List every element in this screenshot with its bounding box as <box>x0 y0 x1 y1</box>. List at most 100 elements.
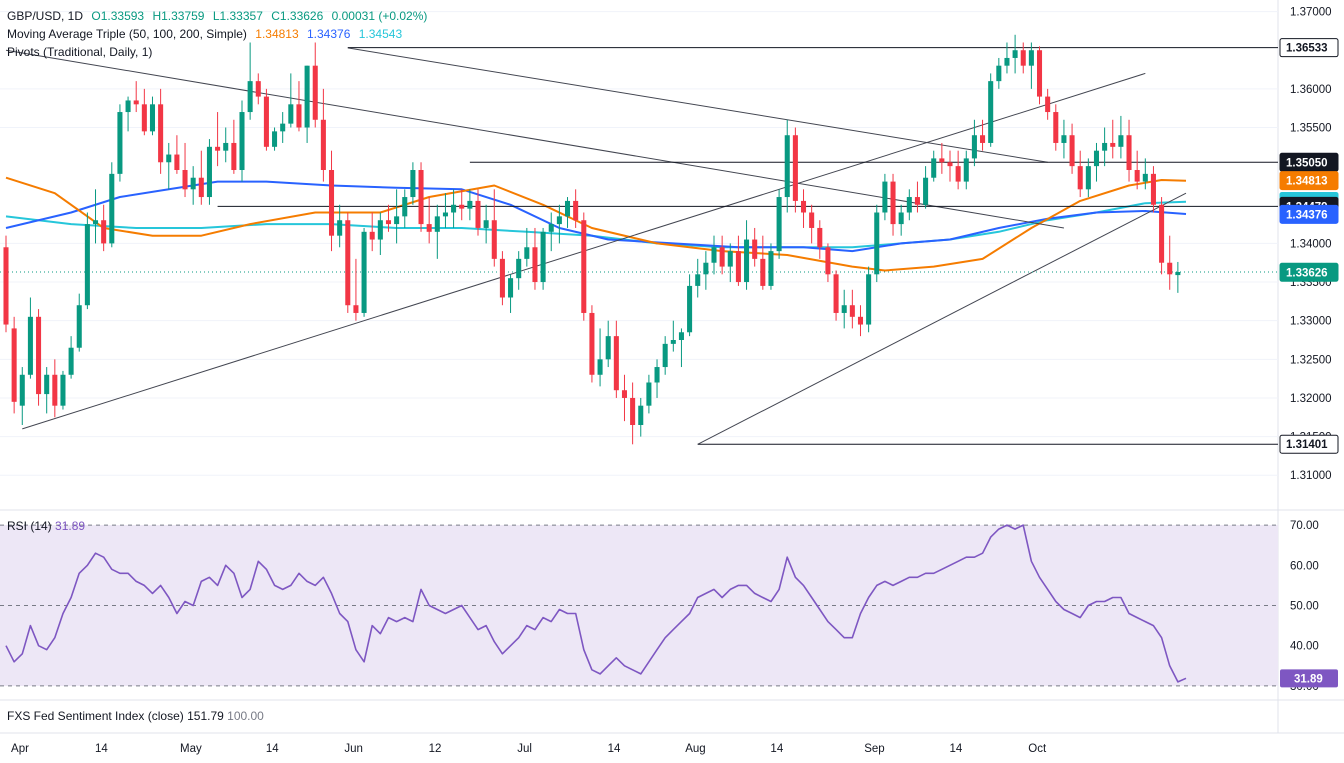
candle-body <box>621 390 628 398</box>
rsi-tick-label: 40.00 <box>1290 641 1319 653</box>
price-tag-label: 1.36533 <box>1286 43 1328 55</box>
price-tick-label: 1.35500 <box>1290 123 1332 135</box>
candle-body <box>638 405 644 425</box>
time-tick-label: Oct <box>1028 743 1047 755</box>
candles <box>3 34 1181 445</box>
candle-body <box>874 212 880 275</box>
candle-body <box>44 374 50 395</box>
candle-body <box>451 204 457 213</box>
candle-body <box>670 340 676 344</box>
candle-body <box>1159 204 1165 263</box>
price-tags: 1.365331.350501.348131.345431.344791.343… <box>1279 38 1339 688</box>
candle-body <box>800 200 807 213</box>
candle-body <box>1069 135 1075 167</box>
candle-body <box>345 220 351 306</box>
candle-body <box>931 158 937 178</box>
candle-body <box>410 170 416 198</box>
candle-body <box>833 274 839 313</box>
time-tick-label: Aug <box>685 743 705 755</box>
candle-body <box>556 216 562 225</box>
candle-body <box>442 212 448 217</box>
candle-body <box>744 239 750 283</box>
symbol-label[interactable]: GBP/USD, 1D <box>7 9 84 23</box>
header-legend: GBP/USD, 1D O1.33593 H1.33759 L1.33357 C… <box>7 8 432 25</box>
candle-body <box>581 220 587 313</box>
candle-body <box>703 262 709 275</box>
price-tick-label: 1.32000 <box>1290 393 1332 405</box>
price-tag <box>1279 262 1339 282</box>
candle-body <box>524 247 530 259</box>
pivot-lines <box>0 47 1278 445</box>
moving-average-lines <box>5 176 1187 272</box>
candle-body <box>11 328 17 402</box>
candle-body <box>312 65 318 120</box>
ma-legend[interactable]: Moving Average Triple (50, 100, 200, Sim… <box>7 26 407 43</box>
ma100-value: 1.34376 <box>307 27 351 41</box>
candle-body <box>483 220 489 228</box>
price-tag <box>1279 434 1339 454</box>
candle-body <box>1028 50 1034 66</box>
candle-body <box>1085 166 1091 190</box>
candle-body <box>206 146 212 198</box>
candle-body <box>166 154 172 163</box>
candle-body <box>92 220 99 225</box>
candle-body <box>133 100 139 105</box>
candle-body <box>687 285 693 333</box>
time-tick-label: Jul <box>517 743 532 755</box>
candle-body <box>1036 50 1043 97</box>
rsi-band <box>0 524 1278 687</box>
candle-body <box>1045 96 1051 113</box>
price-axis[interactable]: 1.370001.360001.355001.340001.335001.330… <box>1290 7 1332 693</box>
candle-body <box>719 247 725 267</box>
candle-body <box>117 112 123 174</box>
pivots-legend[interactable]: Pivots (Traditional, Daily, 1) <box>7 44 157 61</box>
candle-body <box>1061 135 1067 143</box>
rsi-legend[interactable]: RSI (14) 31.89 <box>7 519 85 533</box>
candle-body <box>508 278 514 298</box>
candle-body <box>402 197 408 217</box>
candle-body <box>866 274 872 325</box>
candle-body <box>76 305 82 348</box>
time-tick-label: 14 <box>608 743 621 755</box>
fxs-legend[interactable]: FXS Fed Sentiment Index (close) 151.79 1… <box>7 709 264 723</box>
rsi-value: 31.89 <box>55 519 86 533</box>
price-tick-label: 1.32500 <box>1290 354 1332 366</box>
candle-body <box>231 142 237 170</box>
time-axis[interactable]: Apr 14 May 14 Jun 12 Jul 14 Aug 14 Sep 14 Oct <box>11 743 1047 755</box>
candle-body <box>385 220 392 225</box>
candle-body <box>1175 272 1181 276</box>
candle-body <box>564 200 571 217</box>
candle-body <box>980 135 986 143</box>
candle-body <box>760 258 766 286</box>
candle-body <box>914 197 920 205</box>
time-tick-label: 14 <box>266 743 279 755</box>
candle-body <box>109 173 115 244</box>
trendline <box>347 47 1048 163</box>
ma-label: Moving Average Triple (50, 100, 200, Sim… <box>7 27 247 41</box>
candle-body <box>947 162 953 167</box>
candle-body <box>215 146 221 151</box>
candle-body <box>996 65 1002 82</box>
price-tag <box>1279 204 1339 224</box>
candle-body <box>727 251 733 267</box>
ma50-value: 1.34813 <box>255 27 299 41</box>
time-tick-label: Sep <box>864 743 884 755</box>
candle-body <box>426 224 432 232</box>
ma50-line <box>5 176 1187 272</box>
candle-body <box>263 96 269 147</box>
candle-body <box>304 65 310 128</box>
candle-body <box>36 316 42 395</box>
candle-body <box>955 166 961 182</box>
candle-body <box>239 112 245 170</box>
rsi-label: RSI (14) <box>7 519 52 533</box>
candle-body <box>361 231 367 313</box>
candle-body <box>1118 135 1124 147</box>
price-tag <box>1279 171 1339 191</box>
candle-body <box>84 224 90 306</box>
candle-body <box>280 123 286 132</box>
candle-body <box>711 247 717 263</box>
candle-body <box>857 316 864 325</box>
candle-body <box>817 227 823 248</box>
rsi-tick-label: 60.00 <box>1290 560 1319 572</box>
